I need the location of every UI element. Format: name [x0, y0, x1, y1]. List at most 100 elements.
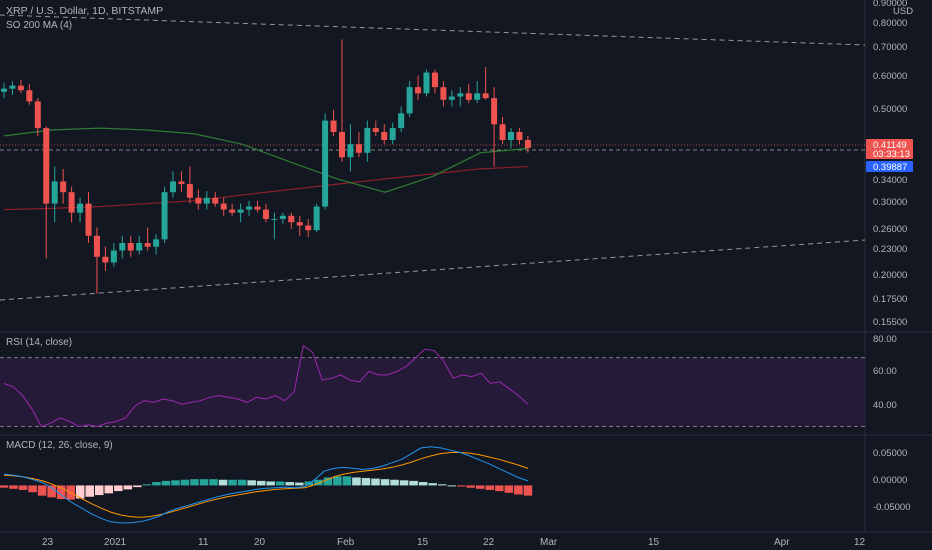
macd-histogram-bar [104, 485, 114, 494]
macd-histogram-bar [428, 483, 437, 486]
macd-histogram-bar [399, 480, 409, 486]
candle-body [229, 209, 236, 213]
candle-body [364, 128, 371, 153]
trendline-upper[interactable] [0, 14, 866, 46]
candle-body [212, 197, 219, 204]
candle-body [51, 181, 58, 204]
candle-body [465, 93, 472, 100]
candle-body [431, 72, 438, 88]
macd-histogram-bar [47, 485, 56, 498]
time-label: 22 [483, 537, 495, 548]
candle-body [153, 239, 160, 247]
ma-value-tag: 0.39887 [866, 161, 913, 173]
rsi-pane[interactable] [0, 344, 865, 428]
candle-body [254, 206, 261, 210]
time-label: Apr [774, 537, 790, 548]
macd-histogram-bar [266, 481, 275, 486]
candle-body [499, 124, 506, 141]
price-tick: 0.50000 [873, 104, 907, 115]
macd-tick: 0.00000 [873, 475, 907, 486]
macd-histogram-bar [256, 480, 266, 486]
ma-green-line [3, 127, 528, 193]
candle-body [415, 87, 422, 94]
macd-histogram-bar [0, 485, 9, 488]
rsi-legend[interactable]: RSI (14, close) [6, 337, 73, 348]
candle-body [262, 209, 269, 219]
macd-histogram-bar [18, 485, 28, 490]
macd-histogram-bar [237, 479, 247, 486]
candle-body [398, 113, 405, 129]
candle-body [161, 192, 168, 240]
macd-histogram-bar [314, 479, 323, 486]
macd-histogram-bar [161, 480, 171, 486]
candle-body [347, 144, 354, 158]
candle-body [17, 85, 24, 91]
price-tick: 0.26000 [873, 224, 907, 235]
macd-histogram-bar [152, 482, 161, 486]
ma-value: 0.39887 [873, 162, 907, 173]
macd-histogram-bar [199, 479, 209, 486]
last-price-value: 0.41149 [873, 140, 907, 151]
candle-body [474, 93, 481, 100]
candle-body [68, 192, 75, 213]
candle-body [423, 72, 430, 94]
macd-histogram-bar [380, 479, 390, 486]
candle-body [279, 215, 286, 219]
candle-body [482, 93, 489, 99]
symbol-title[interactable]: XRP / U.S. Dollar, 1D, BITSTAMP [6, 5, 164, 17]
candle-body [448, 96, 455, 100]
macd-pane[interactable] [0, 446, 533, 524]
macd-histogram-bar [275, 481, 285, 486]
bar-countdown: 03:33:13 [873, 149, 910, 160]
candle-body [389, 128, 396, 141]
candle-body [26, 90, 33, 102]
candle-body [136, 242, 143, 251]
macd-histogram-bar [9, 485, 18, 489]
price-pane[interactable] [1, 39, 531, 294]
macd-axis[interactable]: 0.05000 0.00000 -0.05000 [873, 448, 911, 513]
candle-body [524, 140, 531, 148]
candle-body [85, 203, 92, 236]
candle-body [406, 87, 413, 114]
time-label: 2021 [104, 537, 127, 548]
ma-legend[interactable]: SO 200 MA (4) [6, 20, 73, 31]
candle-body [102, 256, 109, 263]
candle-body [119, 242, 126, 251]
candle-body [127, 242, 134, 251]
candle-body [237, 209, 244, 213]
candle-body [322, 120, 329, 207]
candle-body [110, 250, 117, 263]
candle-body [305, 225, 312, 231]
candle-body [77, 203, 84, 213]
price-tick: 0.15500 [873, 317, 907, 328]
macd-histogram-bar [114, 485, 123, 492]
candle-body [288, 215, 295, 223]
macd-histogram-bar [504, 485, 514, 493]
price-tick: 0.70000 [873, 42, 907, 53]
macd-histogram-bar [447, 485, 456, 487]
candle-body [355, 144, 362, 153]
time-axis[interactable]: 23 2021 11 20 Feb 15 22 Mar 15 Apr 12 [0, 531, 932, 548]
trendline-lower[interactable] [0, 239, 866, 301]
candle-body [339, 131, 345, 158]
macd-histogram-bar [85, 485, 94, 497]
candle-body [203, 197, 210, 204]
macd-histogram-bar [342, 476, 352, 486]
price-tick: 0.20000 [873, 270, 907, 281]
rsi-line [3, 344, 529, 428]
rsi-tick: 60.00 [873, 366, 897, 377]
macd-legend[interactable]: MACD (12, 26, close, 9) [6, 440, 113, 451]
time-label: Feb [337, 537, 355, 548]
rsi-axis[interactable]: 80.00 60.00 40.00 [873, 334, 897, 411]
candle-body [170, 181, 176, 193]
candle-body [178, 181, 185, 185]
price-axis[interactable]: 0.90000 0.80000 0.70000 0.60000 0.50000 … [873, 0, 913, 328]
price-tick: 0.90000 [873, 0, 907, 9]
rsi-tick: 80.00 [873, 334, 897, 345]
candle-body [508, 131, 514, 141]
currency-label: USD [893, 6, 913, 17]
macd-histogram-bar [456, 485, 466, 487]
macd-histogram-bar [514, 485, 523, 495]
macd-histogram-bar [190, 479, 199, 486]
